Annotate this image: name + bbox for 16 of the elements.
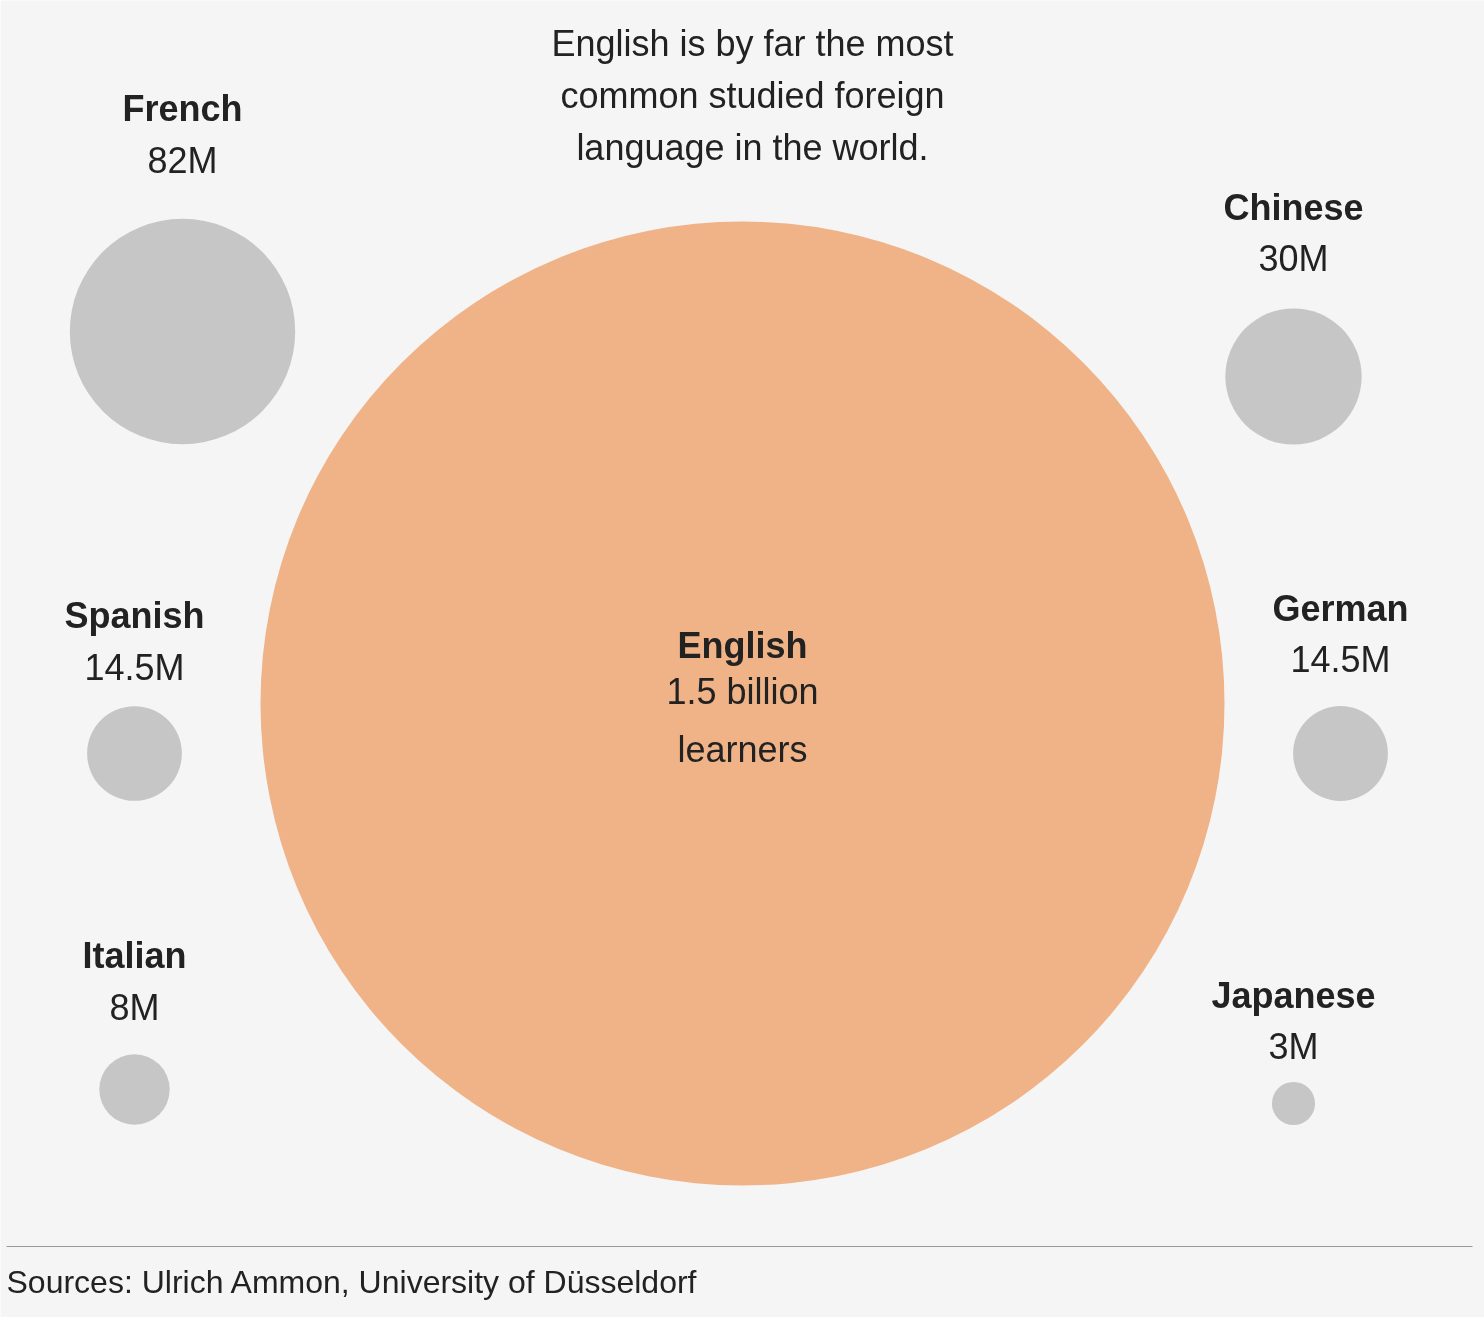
data-label: 30M	[1258, 238, 1329, 279]
data-label: 1.5 billion learners	[666, 671, 819, 770]
category-label: Italian	[82, 935, 187, 976]
data-label: 3M	[1268, 1026, 1319, 1067]
category-label: English	[677, 625, 808, 666]
data-label: 8M	[109, 987, 160, 1028]
data-label: 14.5M	[1290, 639, 1391, 680]
category-label: Chinese	[1223, 187, 1364, 228]
data-label: 14.5M	[84, 647, 185, 688]
category-label: French	[122, 88, 243, 129]
source-note: Sources: Ulrich Ammon, University of Düsseldorf	[6, 1263, 697, 1300]
data-label: 82M	[147, 140, 218, 181]
category-label: Spanish	[64, 595, 205, 636]
text: English is by far the most common studied foreign language in the world.	[551, 23, 954, 168]
category-label: German	[1272, 588, 1409, 629]
category-label: Japanese	[1211, 975, 1376, 1016]
